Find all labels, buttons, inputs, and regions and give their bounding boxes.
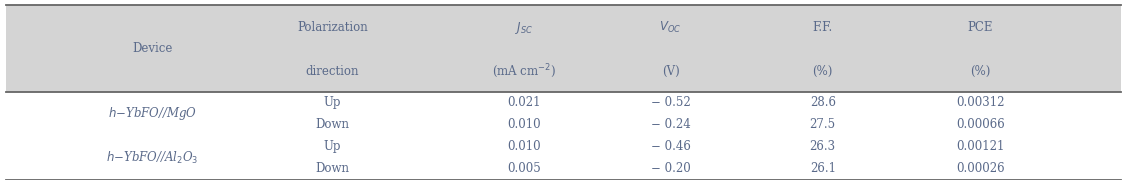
Text: Device: Device bbox=[132, 42, 172, 55]
Text: Up: Up bbox=[323, 140, 341, 153]
Text: 28.6: 28.6 bbox=[809, 96, 836, 109]
Text: $h$−YbFO//Al$_2$O$_3$: $h$−YbFO//Al$_2$O$_3$ bbox=[106, 150, 198, 166]
Text: − 0.20: − 0.20 bbox=[650, 163, 691, 175]
Text: $J_{SC}$: $J_{SC}$ bbox=[515, 20, 533, 36]
Text: Down: Down bbox=[316, 163, 349, 175]
Text: (mA cm$^{-2}$): (mA cm$^{-2}$) bbox=[492, 63, 556, 80]
Text: 0.00066: 0.00066 bbox=[956, 118, 1005, 131]
Text: 0.00026: 0.00026 bbox=[956, 163, 1005, 175]
Text: (%): (%) bbox=[813, 65, 833, 78]
Text: $h$−YbFO//MgO: $h$−YbFO//MgO bbox=[107, 105, 197, 122]
Text: (V): (V) bbox=[662, 65, 680, 78]
Text: − 0.24: − 0.24 bbox=[650, 118, 691, 131]
Text: $V_{OC}$: $V_{OC}$ bbox=[659, 20, 682, 35]
Text: PCE: PCE bbox=[968, 21, 993, 34]
Text: F.F.: F.F. bbox=[813, 21, 833, 34]
Text: (%): (%) bbox=[970, 65, 991, 78]
Text: 0.010: 0.010 bbox=[507, 140, 541, 153]
Text: 26.1: 26.1 bbox=[809, 163, 836, 175]
Text: 0.00312: 0.00312 bbox=[956, 96, 1005, 109]
Text: 27.5: 27.5 bbox=[809, 118, 836, 131]
Text: − 0.46: − 0.46 bbox=[650, 140, 691, 153]
Text: − 0.52: − 0.52 bbox=[650, 96, 691, 109]
Text: 0.00121: 0.00121 bbox=[957, 140, 1004, 153]
Text: Down: Down bbox=[316, 118, 349, 131]
Text: 0.021: 0.021 bbox=[507, 96, 541, 109]
Text: Up: Up bbox=[323, 96, 341, 109]
Text: 26.3: 26.3 bbox=[809, 140, 836, 153]
Text: Polarization: Polarization bbox=[298, 21, 367, 34]
Text: 0.010: 0.010 bbox=[507, 118, 541, 131]
Text: 0.005: 0.005 bbox=[507, 163, 541, 175]
Text: direction: direction bbox=[305, 65, 360, 78]
Bar bbox=[6, 4, 1121, 92]
